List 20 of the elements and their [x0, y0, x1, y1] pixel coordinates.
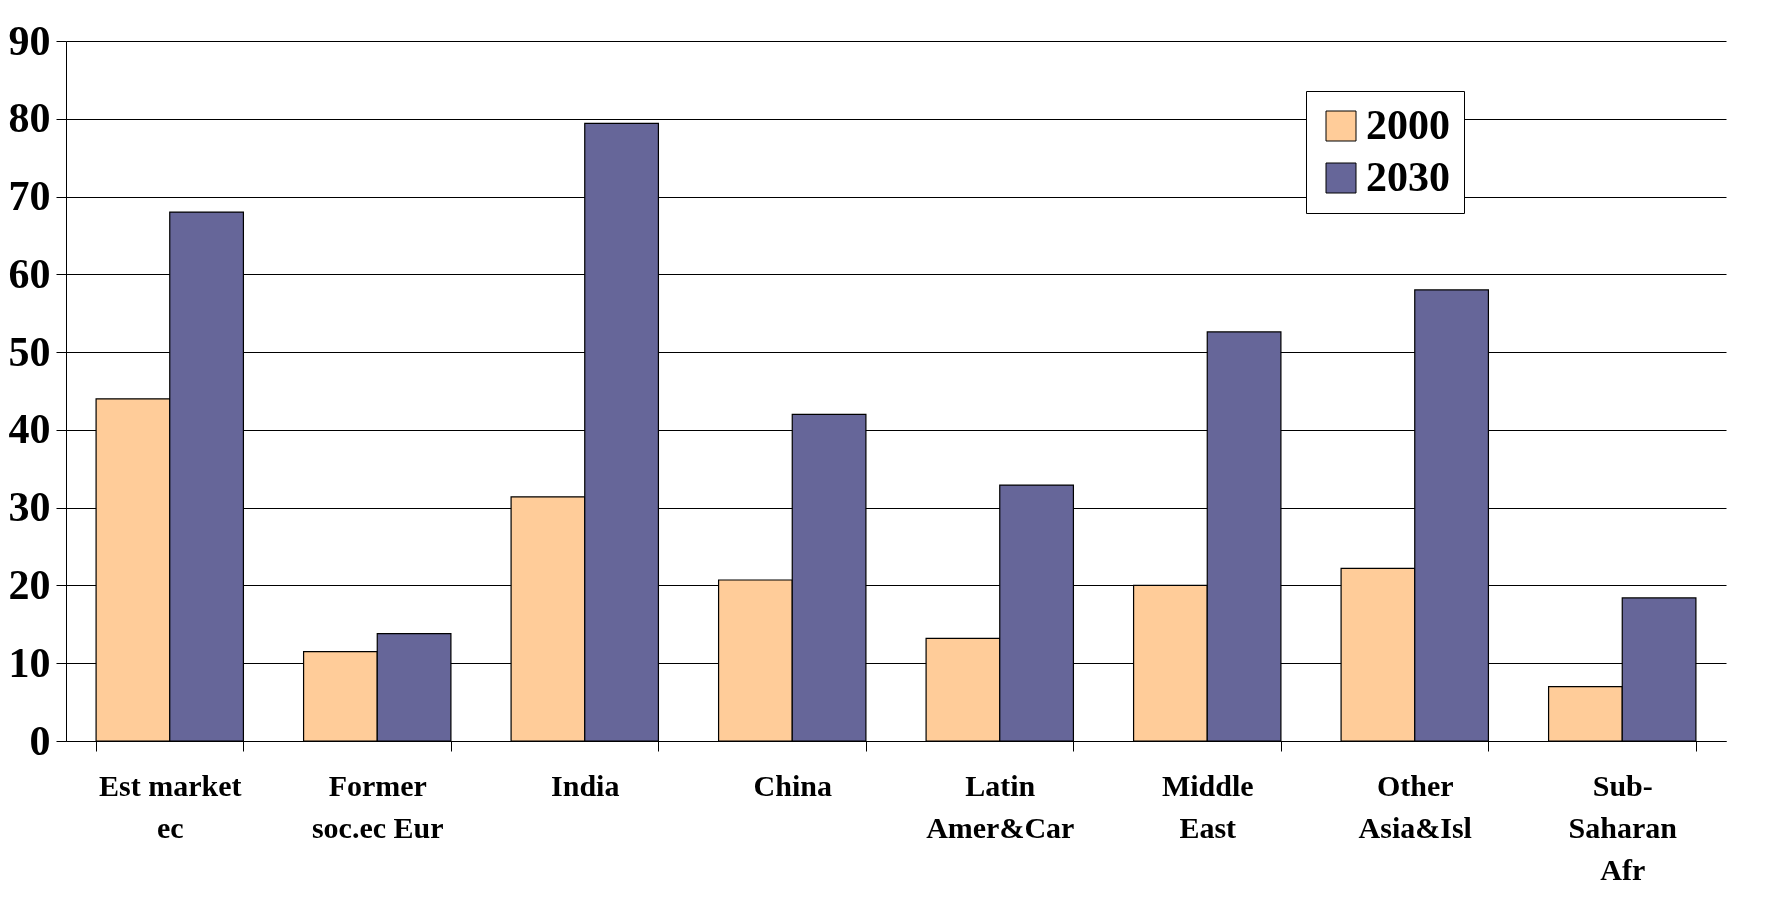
- y-tick-label: 70: [8, 173, 51, 220]
- legend-label: 2030: [1366, 154, 1450, 200]
- x-tick-label: Sub- Saharan Afr: [1568, 768, 1678, 886]
- legend-label: 2000: [1366, 102, 1450, 148]
- y-tick-label: 0: [29, 717, 51, 764]
- x-tick-label: Est market ec: [99, 768, 242, 844]
- y-tick-label: 10: [8, 639, 51, 686]
- y-tick-label: 20: [8, 561, 51, 608]
- x-tick-label: Former soc.ec Eur: [311, 768, 444, 844]
- x-tick-label: Middle East: [1161, 768, 1254, 844]
- y-tick-label: 50: [8, 328, 51, 375]
- y-tick-label: 60: [8, 250, 51, 297]
- y-tick-label: 40: [8, 406, 51, 453]
- x-tick-label: India: [551, 768, 620, 802]
- x-tick-label: Latin Amer&Car: [926, 768, 1075, 844]
- y-tick-label: 90: [8, 17, 51, 64]
- y-tick-label: 30: [8, 484, 51, 531]
- x-tick-label: China: [753, 768, 832, 802]
- y-tick-label: 80: [8, 95, 51, 142]
- x-tick-label: Other Asia&Isl: [1358, 768, 1472, 844]
